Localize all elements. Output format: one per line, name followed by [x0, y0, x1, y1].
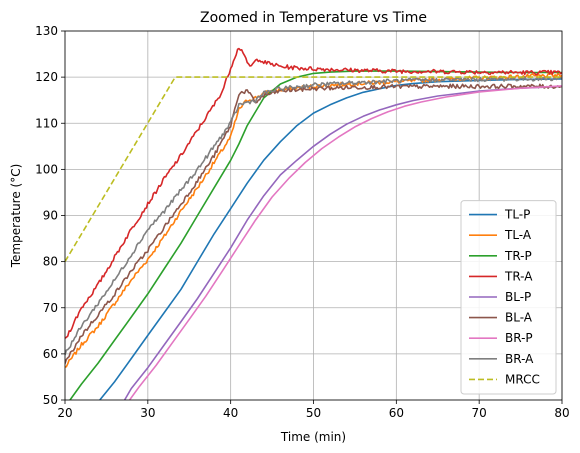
legend-label-tl-p: TL-P	[504, 208, 530, 222]
y-tick-label: 110	[35, 116, 58, 130]
series-line-bl-p	[123, 85, 562, 400]
legend-label-br-p: BR-P	[505, 331, 533, 345]
x-tick-label: 80	[554, 406, 569, 420]
y-tick-label: 90	[43, 209, 58, 223]
x-tick-label: 40	[223, 406, 238, 420]
series-line-br-a	[65, 76, 562, 356]
y-tick-label: 100	[35, 162, 58, 176]
y-tick-label: 120	[35, 70, 58, 84]
legend-label-tr-a: TR-A	[504, 269, 533, 283]
x-tick-label: 70	[472, 406, 487, 420]
series-line-tr-a	[65, 47, 562, 339]
x-tick-label: 20	[57, 406, 72, 420]
y-tick-label: 60	[43, 347, 58, 361]
x-axis-label: Time (min)	[280, 430, 346, 444]
x-tick-label: 30	[140, 406, 155, 420]
legend-label-tr-p: TR-P	[504, 249, 532, 263]
y-tick-label: 50	[43, 393, 58, 407]
x-tick-label: 50	[306, 406, 321, 420]
legend-label-mrcc: MRCC	[505, 372, 540, 386]
x-tick-label: 60	[389, 406, 404, 420]
y-axis-ticks: 50 60 70 80 90 100 110 120 130	[35, 24, 65, 407]
series-line-br-p	[128, 85, 562, 400]
series-line-bl-a	[65, 83, 562, 364]
legend-label-tl-a: TL-A	[504, 228, 532, 242]
y-axis-label: Temperature (°C)	[9, 164, 23, 269]
y-tick-label: 70	[43, 301, 58, 315]
legend-label-br-a: BR-A	[505, 352, 534, 366]
plot-area	[65, 47, 562, 400]
y-tick-label: 80	[43, 255, 58, 269]
legend: TL-P TL-A TR-P TR-A BL-P BL-A BR-P BR-A MRCC	[460, 200, 557, 395]
legend-box	[460, 200, 557, 395]
series-line-tl-p	[99, 78, 562, 400]
x-axis-ticks: 20 30 40 50 60 70 80	[57, 400, 570, 420]
legend-label-bl-p: BL-P	[505, 290, 531, 304]
chart-title: Zoomed in Temperature vs Time	[200, 10, 427, 26]
series-line-mrcc	[65, 76, 562, 263]
y-tick-label: 130	[35, 24, 58, 38]
legend-label-bl-a: BL-A	[505, 311, 533, 325]
